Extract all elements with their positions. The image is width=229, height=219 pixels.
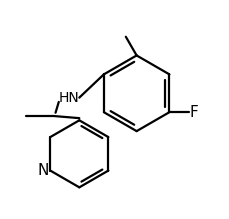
Text: F: F — [189, 105, 198, 120]
Text: N: N — [37, 163, 48, 178]
Text: HN: HN — [58, 91, 79, 105]
